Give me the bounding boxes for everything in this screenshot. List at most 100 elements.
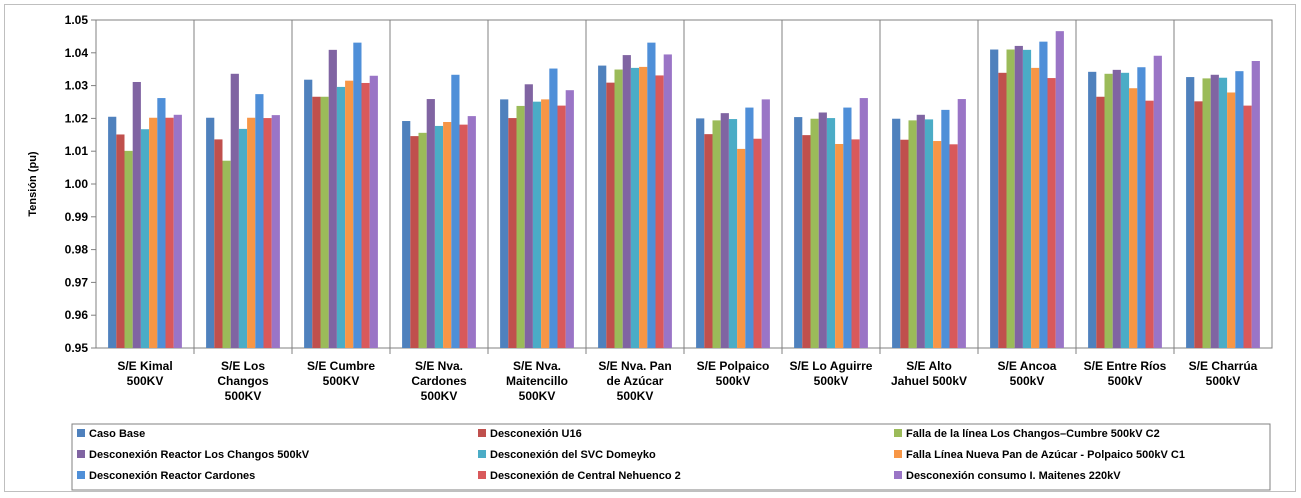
- bar-2-3: [418, 132, 427, 348]
- bar-8-1: [271, 115, 280, 349]
- bar-6-2: [353, 42, 362, 349]
- bar-3-3: [426, 99, 435, 348]
- bar-0-8: [892, 118, 901, 348]
- bar-3-9: [1014, 45, 1023, 349]
- bar-5-1: [247, 117, 256, 348]
- legend-label: Falla Línea Nueva Pan de Azúcar - Polpai…: [906, 449, 1185, 461]
- legend-label: Desconexión U16: [490, 428, 582, 440]
- bar-4-3: [434, 125, 444, 348]
- bar-7-10: [1145, 100, 1154, 348]
- legend-swatch: [478, 450, 486, 458]
- bar-2-6: [712, 120, 721, 348]
- bar-5-3: [443, 122, 452, 349]
- category-label: S/E Ancoa 500kV: [998, 359, 1057, 388]
- bar-3-2: [328, 49, 337, 349]
- y-tick-label: 1.01: [65, 144, 89, 158]
- bar-5-5: [639, 66, 648, 349]
- bar-3-6: [720, 113, 729, 348]
- bar-6-11: [1235, 71, 1244, 348]
- bar-1-0: [116, 134, 125, 348]
- bar-8-6: [761, 99, 770, 348]
- bar-3-4: [524, 84, 533, 349]
- bar-5-9: [1031, 67, 1040, 348]
- bar-0-0: [108, 116, 117, 348]
- y-tick-label: 0.97: [65, 275, 89, 289]
- bar-3-7: [818, 112, 827, 348]
- bar-6-1: [255, 94, 264, 349]
- bar-0-11: [1186, 77, 1195, 349]
- bar-3-1: [230, 73, 239, 349]
- bar-0-9: [990, 49, 999, 349]
- bar-6-3: [451, 74, 460, 348]
- bar-8-11: [1251, 61, 1260, 348]
- bar-3-8: [916, 114, 925, 349]
- legend-label: Desconexión del SVC Domeyko: [490, 449, 656, 461]
- bar-2-11: [1202, 78, 1211, 348]
- y-tick-label: 0.99: [65, 210, 89, 224]
- y-tick-label: 0.96: [65, 308, 89, 322]
- bar-6-6: [745, 107, 754, 349]
- legend-box: [71, 423, 1271, 491]
- bar-4-6: [728, 119, 738, 348]
- bar-4-11: [1218, 77, 1228, 348]
- legend-label: Falla de la línea Los Changos–Cumbre 500…: [906, 428, 1160, 440]
- bar-2-7: [810, 118, 819, 348]
- bar-0-6: [696, 118, 705, 349]
- bar-1-5: [606, 82, 615, 348]
- bar-6-7: [843, 107, 852, 349]
- bar-1-10: [1096, 96, 1105, 348]
- legend-label: Caso Base: [89, 428, 145, 440]
- bar-7-5: [655, 75, 664, 348]
- bar-8-7: [859, 98, 868, 349]
- bar-2-10: [1104, 73, 1113, 349]
- bar-6-9: [1039, 41, 1048, 348]
- bar-8-5: [663, 54, 672, 348]
- bar-7-0: [165, 117, 174, 348]
- bar-2-1: [222, 160, 231, 348]
- legend-swatch: [894, 450, 902, 458]
- legend-label: Desconexión Reactor Cardones: [89, 470, 255, 482]
- bar-3-11: [1210, 74, 1219, 348]
- bar-3-5: [622, 55, 631, 348]
- bar-1-8: [900, 139, 909, 348]
- bar-7-4: [557, 105, 566, 348]
- bar-2-9: [1006, 49, 1015, 349]
- bar-5-4: [541, 99, 550, 348]
- legend-swatch: [894, 429, 902, 437]
- bar-5-8: [933, 141, 942, 348]
- category-label: S/E Nva. Cardones 500KV: [411, 359, 467, 403]
- bar-6-8: [941, 109, 950, 348]
- y-tick-label: 1.00: [65, 177, 89, 191]
- bar-0-2: [304, 79, 313, 349]
- category-label: S/E Charrúa 500kV: [1189, 359, 1258, 388]
- category-label: S/E Kimal 500KV: [117, 359, 172, 388]
- bar-4-8: [924, 119, 934, 348]
- bar-7-9: [1047, 78, 1056, 348]
- y-tick-label: 0.98: [65, 243, 89, 257]
- legend-swatch: [77, 471, 85, 479]
- bar-4-10: [1120, 72, 1130, 349]
- category-label: S/E Nva. Pan de Azúcar 500KV: [598, 359, 671, 403]
- bar-0-5: [598, 65, 607, 348]
- bar-1-1: [214, 139, 223, 348]
- bar-7-6: [753, 138, 762, 348]
- bar-2-8: [908, 120, 917, 348]
- legend-swatch: [478, 429, 486, 437]
- bar-4-9: [1022, 49, 1032, 349]
- bar-0-4: [500, 99, 509, 348]
- bar-1-9: [998, 72, 1007, 349]
- category-label: S/E Entre Ríos 500kV: [1084, 359, 1167, 388]
- bar-4-1: [238, 128, 248, 348]
- legend-label: Desconexión Reactor Los Changos 500kV: [89, 449, 310, 461]
- bar-2-2: [320, 96, 329, 348]
- bar-8-3: [467, 116, 476, 348]
- bar-0-1: [206, 117, 215, 348]
- bar-8-8: [957, 99, 966, 348]
- category-label: S/E Alto Jahuel 500kV: [891, 359, 967, 388]
- y-tick-label: 1.02: [65, 111, 89, 125]
- bar-7-2: [361, 82, 370, 348]
- bar-8-9: [1055, 31, 1064, 348]
- bar-2-5: [614, 69, 623, 348]
- y-tick-label: 0.95: [65, 341, 89, 355]
